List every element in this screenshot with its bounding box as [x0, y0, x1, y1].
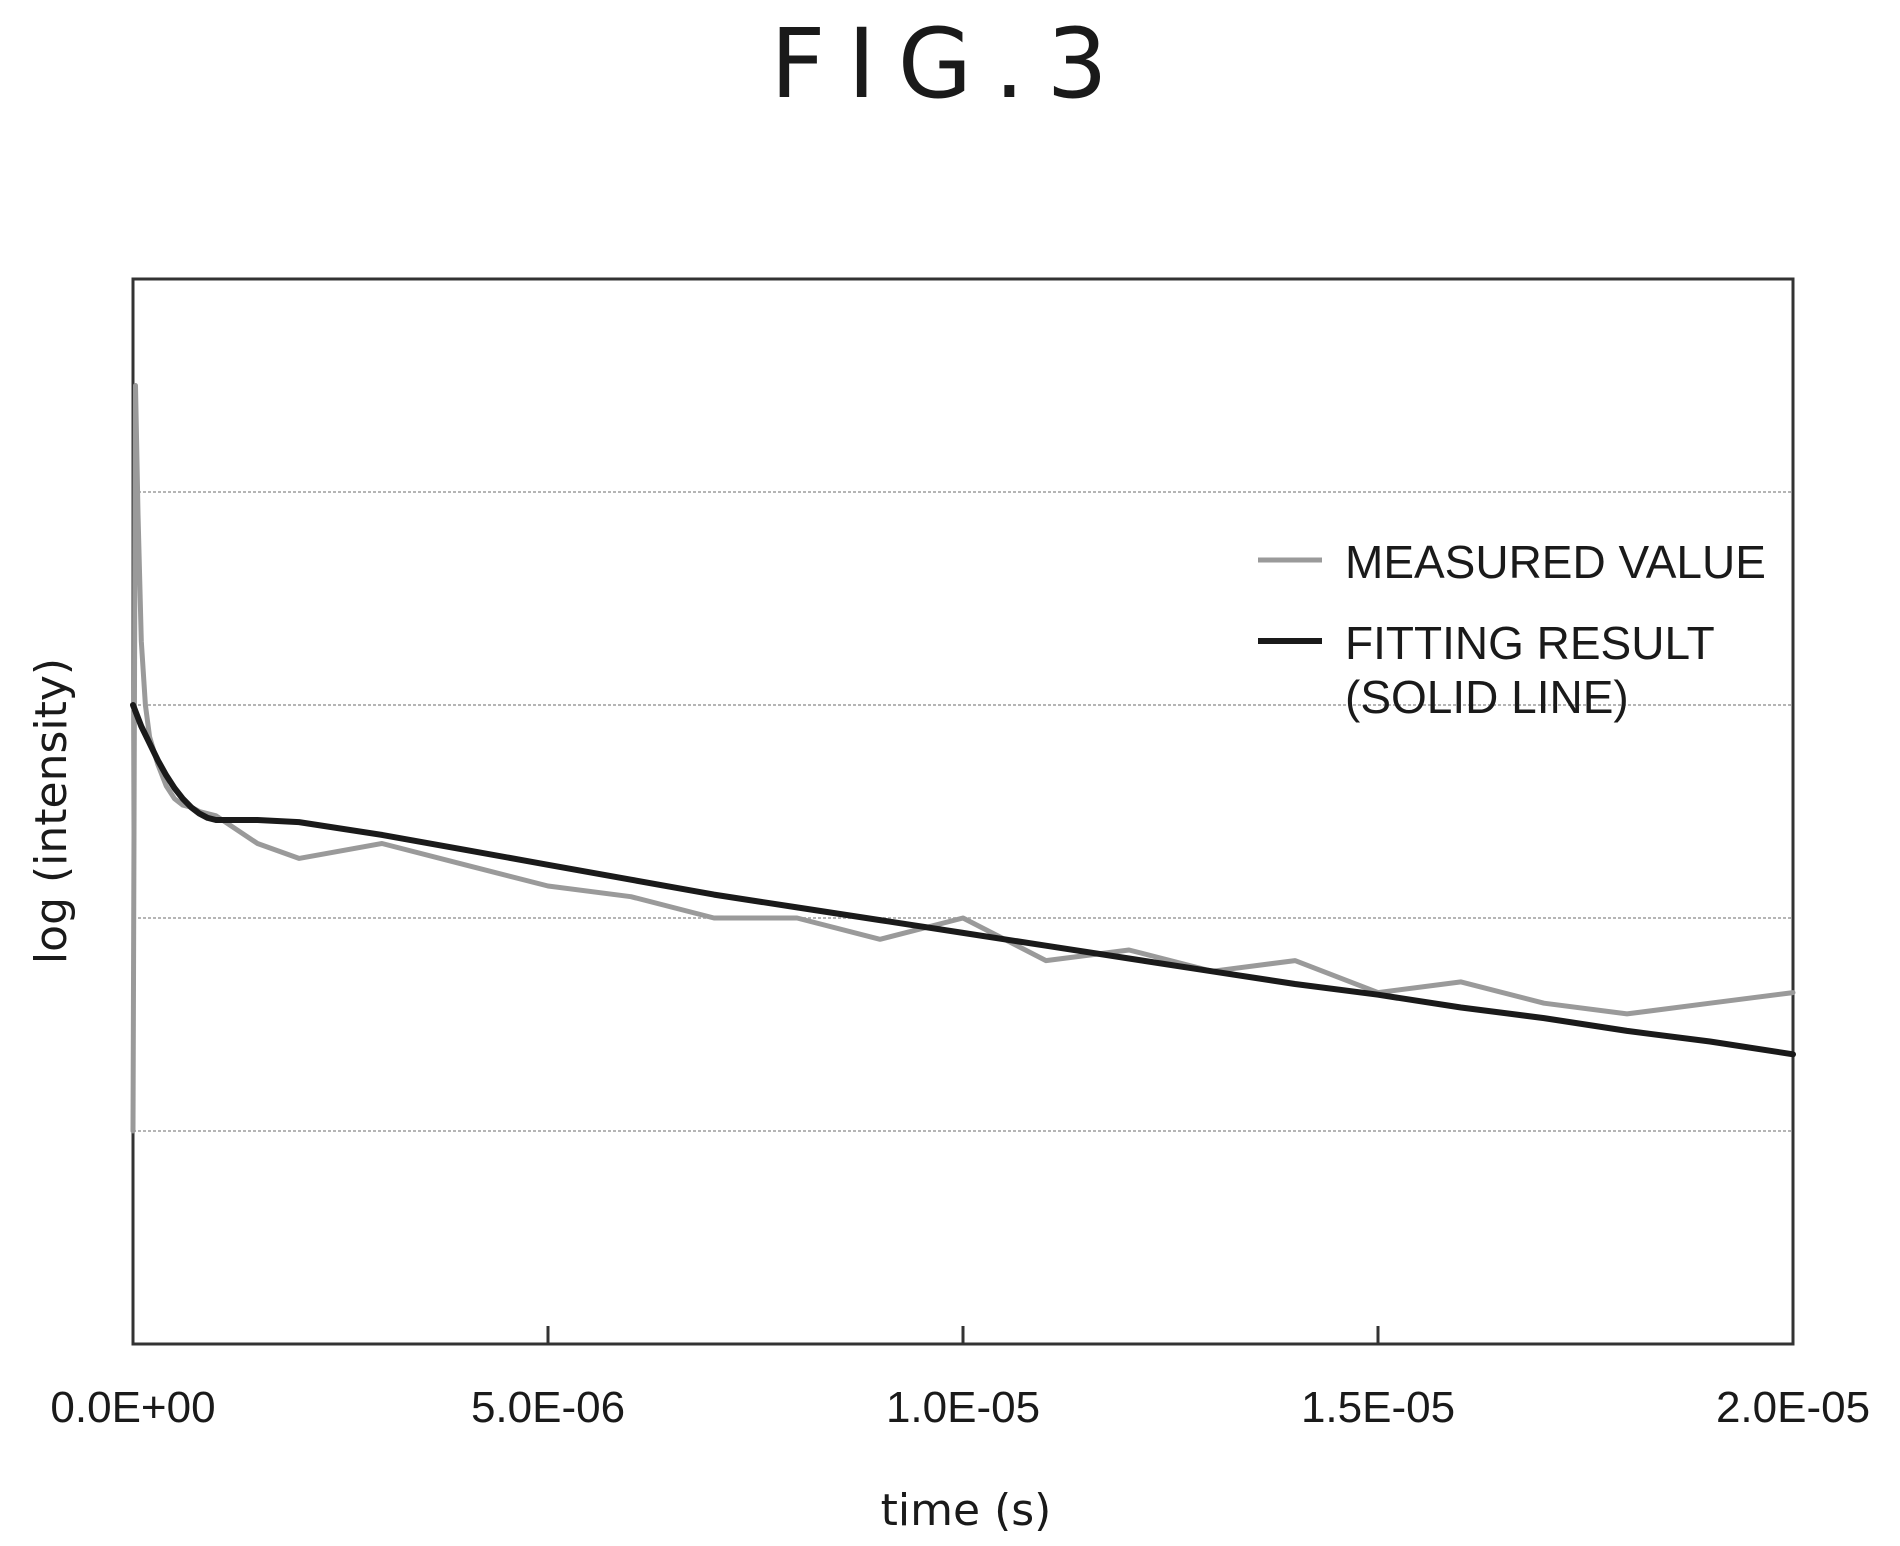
figure-title: FIG.3 — [770, 8, 1130, 120]
legend-label-fit: FITTING RESULT — [1345, 617, 1715, 669]
legend-label-measured: MEASURED VALUE — [1345, 536, 1766, 588]
legend-label-fit-note: (SOLID LINE) — [1345, 671, 1629, 723]
series — [130, 383, 1796, 1134]
x-tick-label-2: 1.0E-05 — [886, 1383, 1040, 1432]
x-axis-label: time (s) — [881, 1485, 1052, 1536]
y-axis-label: log (intensity) — [26, 658, 77, 964]
x-tick-label-1: 5.0E-06 — [471, 1383, 625, 1432]
series-fit-line — [130, 702, 1796, 1058]
legend: MEASURED VALUE FITTING RESULT (SOLID LIN… — [1258, 536, 1766, 723]
x-tick-label-4: 2.0E-05 — [1716, 1383, 1870, 1432]
x-tick-label-0: 0.0E+00 — [50, 1383, 215, 1432]
x-ticks: 0.0E+00 5.0E-06 1.0E-05 1.5E-05 2.0E-05 — [50, 1326, 1870, 1432]
plot-area-frame — [131, 277, 1795, 1346]
x-tick-label-3: 1.5E-05 — [1301, 1383, 1455, 1432]
